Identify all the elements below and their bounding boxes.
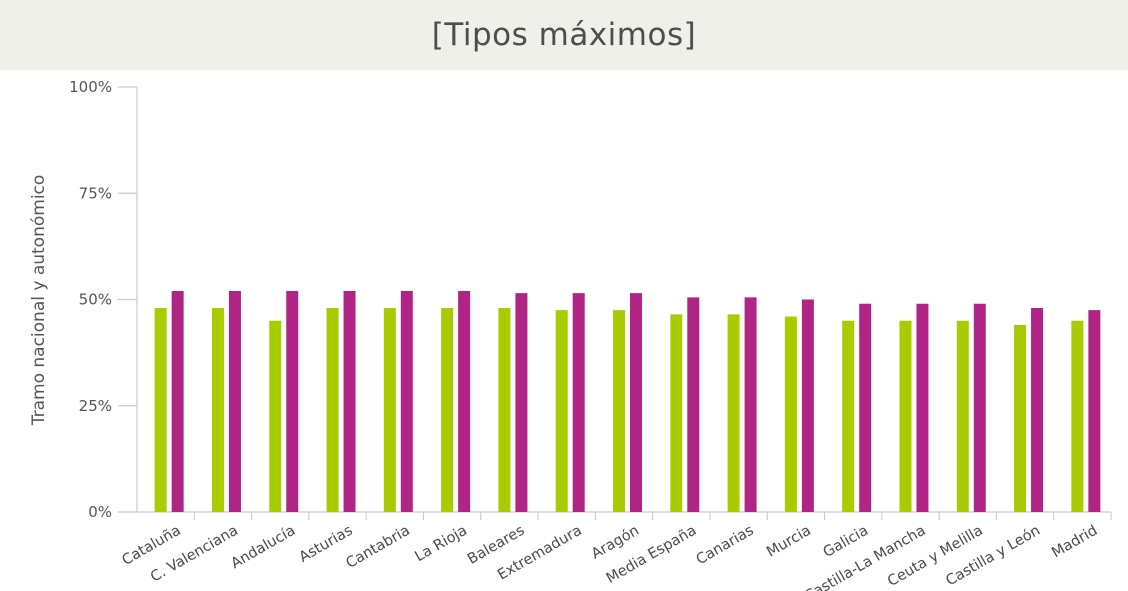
bar: [228, 291, 241, 512]
bar: [343, 291, 356, 512]
bar: [572, 293, 585, 512]
x-category-label: Madrid: [1049, 523, 1100, 562]
bar: [630, 293, 642, 512]
bar: [613, 310, 625, 512]
bar: [1088, 310, 1101, 512]
bar: [441, 308, 454, 512]
bar: [744, 297, 757, 512]
bar: [842, 320, 855, 512]
x-category-label: Cantabria: [343, 523, 412, 572]
bar: [515, 293, 528, 512]
bar: [956, 320, 969, 512]
bar: [211, 308, 224, 512]
y-axis-title: Tramo nacional y autonómico: [29, 175, 49, 427]
title-bar: [Tipos máximos]: [0, 0, 1128, 70]
bar: [899, 320, 912, 512]
bar: [269, 320, 282, 512]
bar: [916, 303, 929, 512]
bar: [727, 314, 740, 512]
bar: [973, 303, 986, 512]
y-tick-label: 100%: [69, 78, 112, 96]
bar: [498, 308, 511, 512]
bar: [687, 297, 700, 512]
bar: [1071, 320, 1084, 512]
x-category-label: Castilla y León: [943, 523, 1043, 590]
y-tick-label: 50%: [79, 291, 112, 309]
y-tick-label: 0%: [88, 503, 112, 521]
bar: [171, 291, 184, 512]
bar: [1031, 308, 1044, 512]
bar: [670, 314, 683, 512]
bar: [1014, 325, 1027, 512]
x-category-label: Canarias: [694, 523, 757, 569]
bar: [286, 291, 299, 512]
chart-axes: 0% 25% 50% 75% 100% Tramo nacional y autonómi…: [29, 78, 1112, 521]
bar-chart: 0% 25% 50% 75% 100% Tramo nacional y autonómi…: [29, 78, 1112, 591]
x-category-label: Murcia: [764, 523, 814, 561]
bar: [859, 303, 872, 512]
bar: [400, 291, 413, 512]
y-tick-label: 75%: [79, 184, 112, 202]
bar: [326, 308, 339, 512]
bar: [458, 291, 471, 512]
x-category-label: La Rioja: [412, 523, 470, 566]
y-tick-label: 25%: [79, 397, 112, 415]
bar: [555, 310, 568, 512]
x-category-label: Andalucía: [228, 523, 298, 573]
x-category-label: Ceuta y Melilla: [885, 523, 986, 590]
chart-title: [Tipos máximos]: [431, 17, 697, 53]
bar: [383, 308, 396, 512]
chart-bars: [154, 291, 1101, 512]
bar: [154, 308, 167, 512]
bar: [784, 316, 797, 512]
bar: [801, 299, 814, 512]
